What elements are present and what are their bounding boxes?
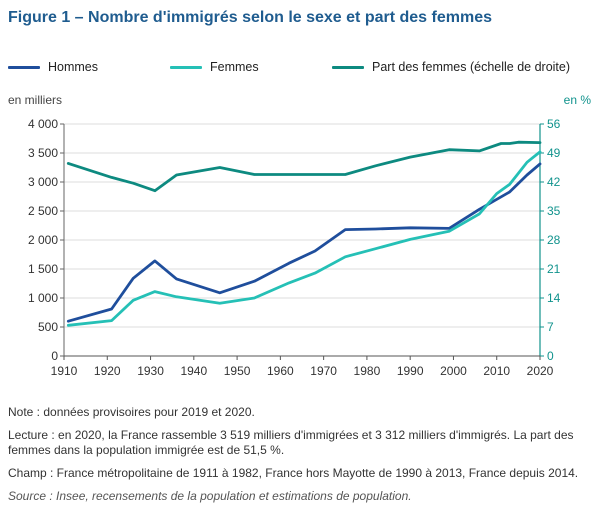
x-tick-label: 1920 [94,364,121,378]
y-left-tick-label: 2 500 [28,204,58,218]
legend-label-femmes: Femmes [210,60,259,74]
line-chart: 0 0 500 7 1 000 14 1 500 21 2 000 28 2 500 35 3 000 4… [28,117,561,378]
y-left-tick-label: 0 [51,349,58,363]
note-text: Note : données provisoires pour 2019 et … [8,405,255,419]
notes: Note : données provisoires pour 2019 et … [8,405,594,512]
legend-item-hommes: Hommes [8,60,98,74]
y-right-tick-label: 21 [547,262,561,276]
y-left-tick-label: 3 500 [28,146,58,160]
x-tick-label: 1940 [180,364,207,378]
legend-swatch-part [332,65,364,69]
left-axis-unit: en milliers [8,93,63,107]
x-tick-label: 1950 [224,364,251,378]
legend: Hommes Femmes Part des femmes (échelle d… [0,60,600,76]
y-right-tick-label: 7 [547,320,554,334]
x-tick-label: 2010 [483,364,510,378]
x-tick-label: 1980 [354,364,381,378]
y-left-tick-label: 4 000 [28,117,58,131]
legend-label-part: Part des femmes (échelle de droite) [372,60,571,74]
series-line-femmes [66,150,542,327]
y-left-tick-label: 3 000 [28,175,58,189]
legend-swatch-femmes [170,65,202,69]
y-right-tick-label: 35 [547,204,561,218]
y-left-tick-label: 2 000 [28,233,58,247]
y-right-tick-label: 0 [547,349,554,363]
x-tick-label: 1930 [137,364,164,378]
chart-title: Figure 1 – Nombre d'immigrés selon le se… [8,9,492,26]
x-tick-label: 1990 [397,364,424,378]
y-right-tick-label: 56 [547,117,561,131]
x-tick-label: 1910 [51,364,78,378]
y-left-tick-label: 500 [38,320,58,334]
x-tick-label: 2000 [440,364,467,378]
legend-item-femmes: Femmes [170,60,259,74]
source-text: Source : Insee, recensements de la popul… [8,489,412,503]
y-right-tick-label: 14 [547,291,561,305]
legend-item-part: Part des femmes (échelle de droite) [332,60,570,74]
y-left-tick-label: 1 500 [28,262,58,276]
champ-text: Champ : France métropolitaine de 1911 à … [8,466,579,480]
x-tick-label: 1960 [267,364,294,378]
y-right-tick-label: 49 [547,146,561,160]
lecture-text: Lecture : en 2020, la France rassemble 3… [8,428,574,457]
y-left-tick-label: 1 000 [28,291,58,305]
y-right-tick-label: 42 [547,175,561,189]
right-axis-unit: en % [563,93,591,107]
x-tick-label: 1970 [310,364,337,378]
x-tick-label: 2020 [527,364,554,378]
legend-label-hommes: Hommes [48,60,99,74]
y-right-tick-label: 28 [547,233,561,247]
legend-swatch-hommes [8,65,40,69]
series-line-part [66,140,542,193]
